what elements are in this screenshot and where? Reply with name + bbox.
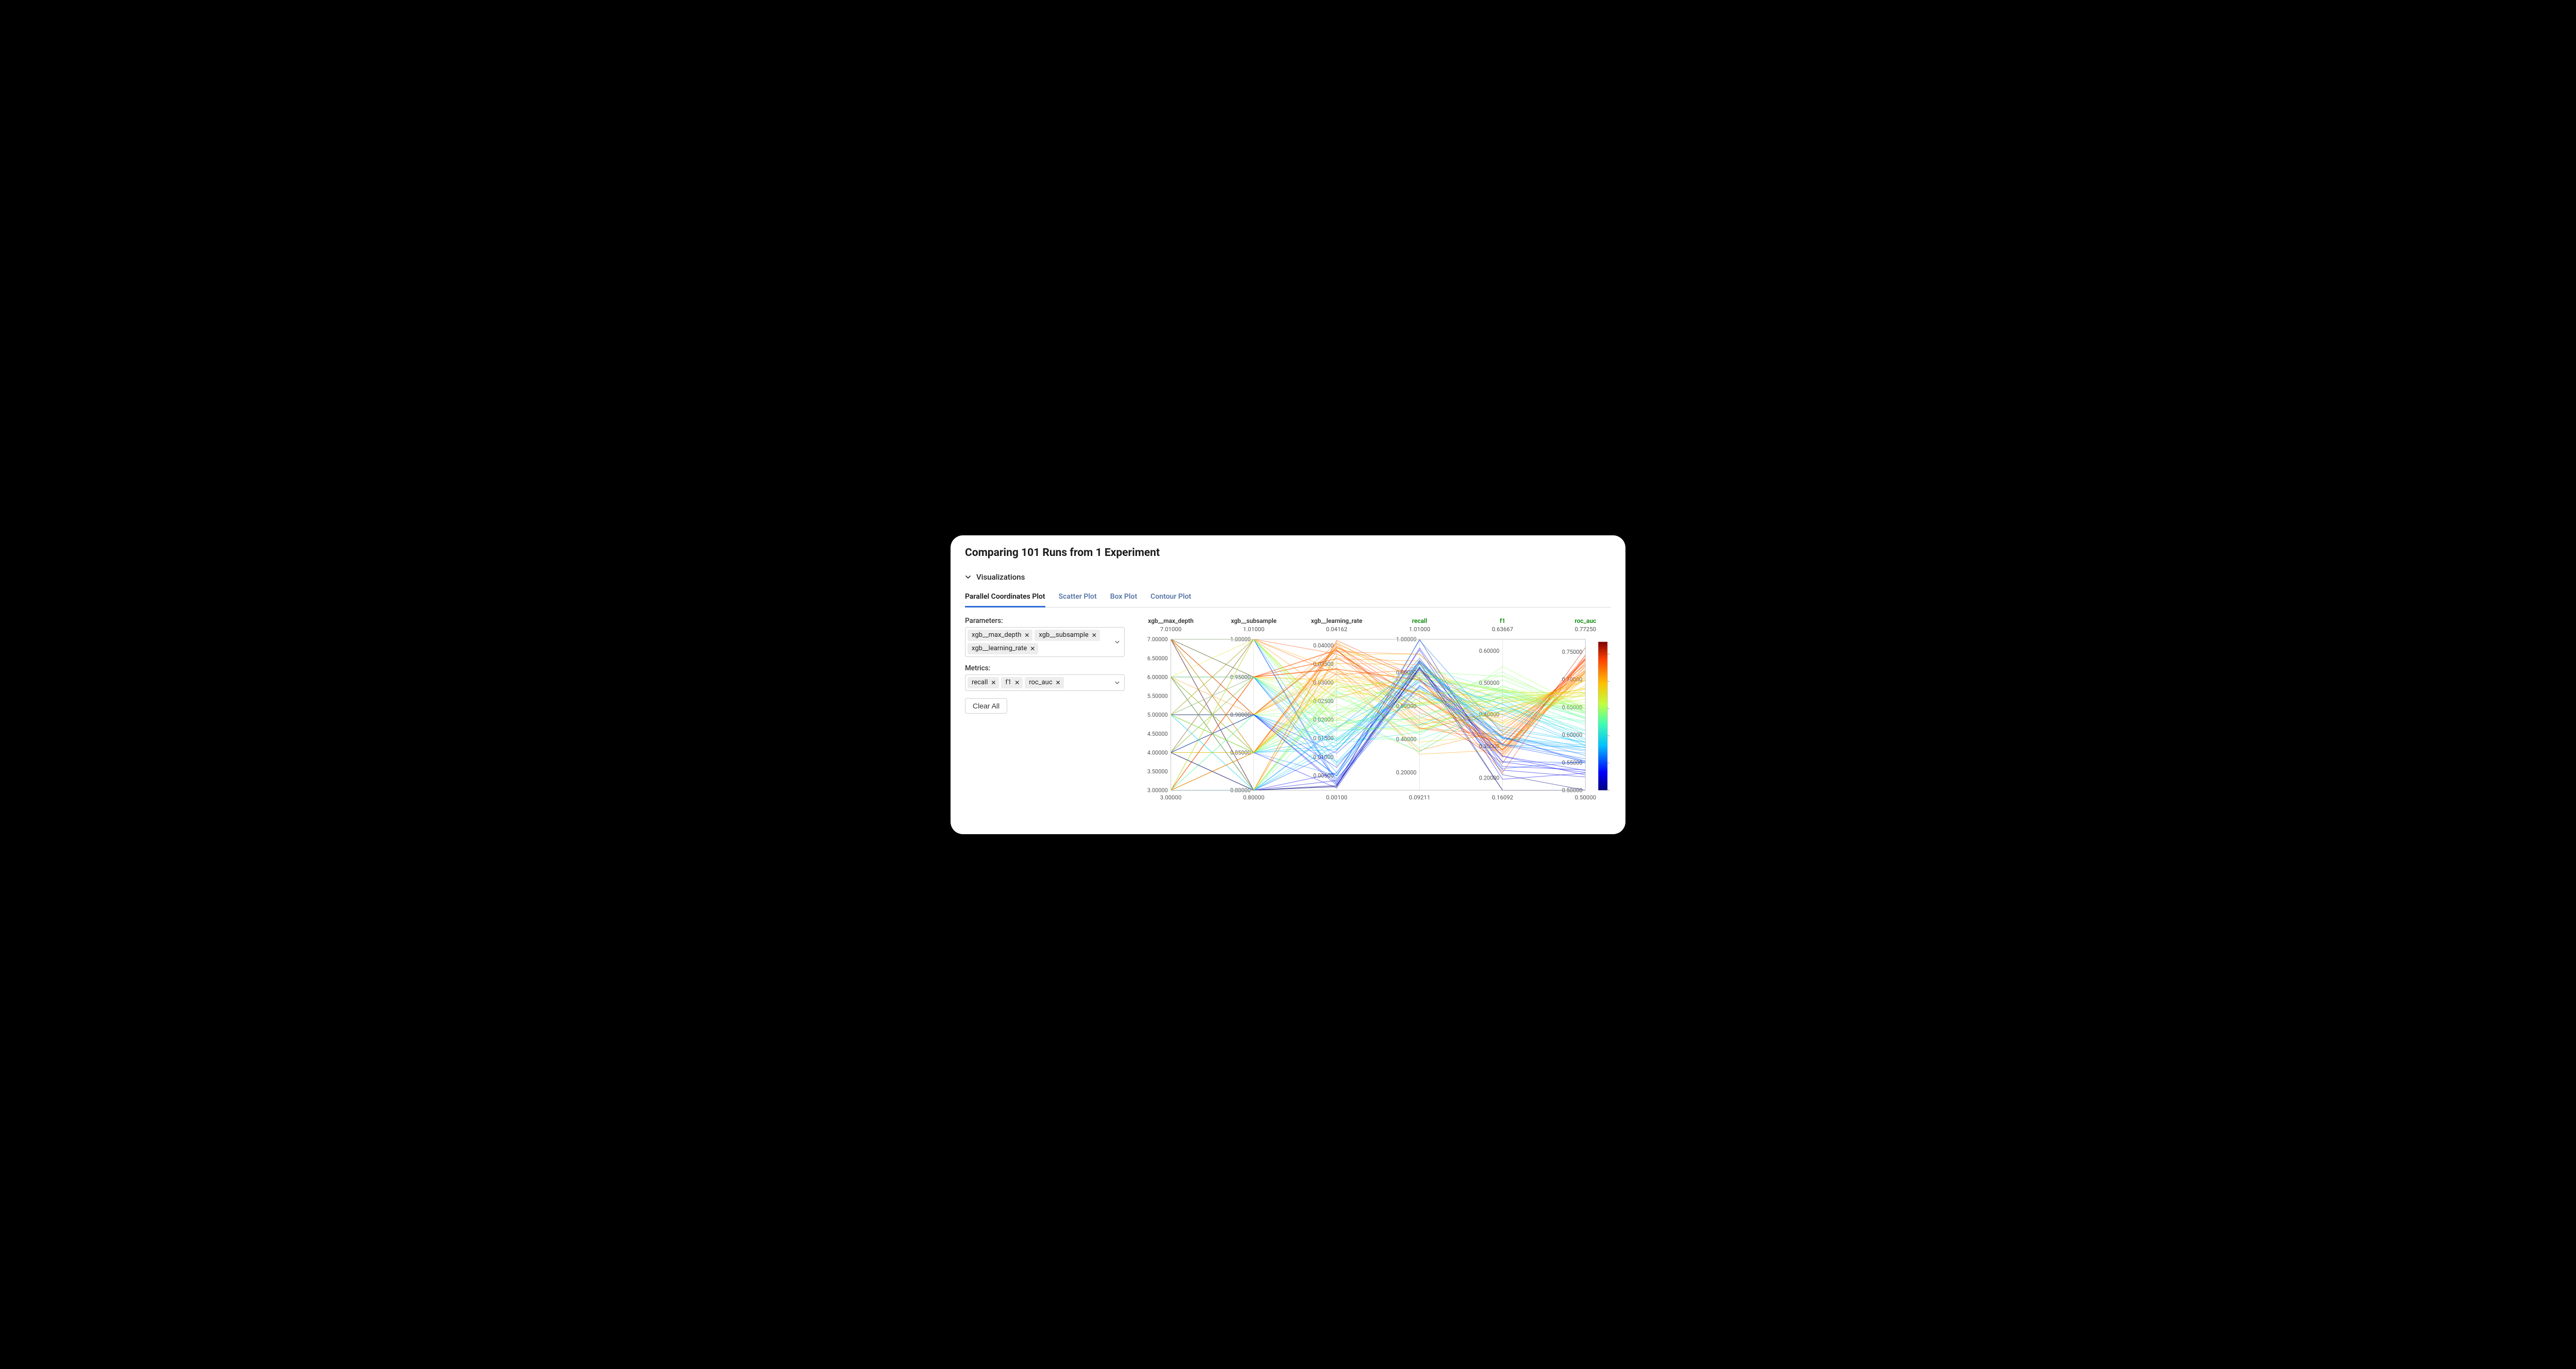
remove-tag-icon[interactable]: ✕ — [1055, 678, 1062, 687]
svg-text:1.01000: 1.01000 — [1409, 625, 1430, 632]
param-tag: xgb__max_depth✕ — [968, 630, 1032, 641]
tab-contour-plot[interactable]: Contour Plot — [1150, 589, 1191, 607]
svg-text:0.77250: 0.77250 — [1575, 625, 1596, 632]
svg-text:0.20000: 0.20000 — [1396, 769, 1417, 775]
svg-text:5.50000: 5.50000 — [1147, 692, 1168, 699]
svg-text:0.09211: 0.09211 — [1409, 793, 1430, 801]
remove-tag-icon[interactable]: ✕ — [1023, 631, 1030, 640]
svg-text:4.50000: 4.50000 — [1147, 730, 1168, 737]
remove-tag-icon[interactable]: ✕ — [1029, 644, 1036, 653]
svg-text:7.01000: 7.01000 — [1160, 625, 1181, 632]
tab-box-plot[interactable]: Box Plot — [1110, 589, 1137, 607]
svg-text:xgb__learning_rate: xgb__learning_rate — [1311, 617, 1363, 624]
svg-text:0.00100: 0.00100 — [1326, 793, 1347, 801]
svg-text:0.04162: 0.04162 — [1326, 625, 1347, 632]
param-tag: xgb__learning_rate✕ — [968, 643, 1038, 654]
svg-text:xgb__subsample: xgb__subsample — [1231, 617, 1277, 624]
plot-tabs: Parallel Coordinates Plot Scatter Plot B… — [965, 589, 1611, 607]
svg-text:f1: f1 — [1500, 617, 1505, 624]
parallel-coordinates-plot[interactable]: xgb__max_depth7.01000 3.00000 7.00000 6.500… — [1135, 614, 1611, 808]
svg-text:0.80000: 0.80000 — [1243, 793, 1264, 801]
svg-text:3.00000: 3.00000 — [1160, 793, 1181, 801]
svg-text:3.50000: 3.50000 — [1147, 768, 1168, 775]
visualizations-section-toggle[interactable]: Visualizations — [965, 572, 1611, 582]
metrics-field-label: Metrics: — [965, 664, 1125, 672]
svg-text:0.63667: 0.63667 — [1492, 625, 1513, 632]
svg-text:xgb__max_depth: xgb__max_depth — [1148, 617, 1194, 624]
param-tag: xgb__subsample✕ — [1035, 630, 1099, 641]
svg-text:recall: recall — [1412, 617, 1427, 624]
svg-text:5.00000: 5.00000 — [1147, 712, 1168, 718]
tab-scatter-plot[interactable]: Scatter Plot — [1059, 589, 1097, 607]
page-title: Comparing 101 Runs from 1 Experiment — [965, 547, 1611, 559]
visualizations-label: Visualizations — [976, 572, 1025, 582]
chevron-down-icon[interactable] — [1114, 678, 1120, 687]
chevron-down-icon — [965, 574, 971, 580]
svg-text:roc_auc: roc_auc — [1574, 617, 1596, 624]
svg-text:4.00000: 4.00000 — [1147, 749, 1168, 756]
experiment-compare-card: Comparing 101 Runs from 1 Experiment Vis… — [951, 535, 1625, 834]
metric-tag: roc_auc✕ — [1025, 677, 1063, 688]
svg-text:0.60000: 0.60000 — [1479, 648, 1500, 654]
remove-tag-icon[interactable]: ✕ — [1091, 631, 1098, 640]
tab-parallel-coordinates[interactable]: Parallel Coordinates Plot — [965, 589, 1045, 607]
metric-tag: f1✕ — [1001, 677, 1023, 688]
metrics-multiselect[interactable]: recall✕ f1✕ roc_auc✕ — [965, 674, 1125, 691]
remove-tag-icon[interactable]: ✕ — [1013, 678, 1021, 687]
svg-text:0.50000: 0.50000 — [1575, 793, 1596, 801]
parameters-field-label: Parameters: — [965, 617, 1125, 625]
svg-text:6.00000: 6.00000 — [1147, 673, 1168, 680]
svg-text:6.50000: 6.50000 — [1147, 655, 1168, 662]
chevron-down-icon[interactable] — [1114, 637, 1120, 647]
parameters-multiselect[interactable]: xgb__max_depth✕ xgb__subsample✕ xgb__lea… — [965, 627, 1125, 657]
plot-svg: xgb__max_depth7.01000 3.00000 7.00000 6.500… — [1135, 614, 1611, 806]
clear-all-button[interactable]: Clear All — [965, 698, 1007, 714]
svg-text:0.04000: 0.04000 — [1313, 642, 1334, 649]
plot-config-sidebar: Parameters: xgb__max_depth✕ xgb__subsamp… — [965, 614, 1125, 808]
metric-tag: recall✕ — [968, 677, 999, 688]
svg-text:1.01000: 1.01000 — [1243, 625, 1264, 632]
svg-text:3.00000: 3.00000 — [1147, 787, 1168, 793]
remove-tag-icon[interactable]: ✕ — [990, 678, 997, 687]
svg-text:7.00000: 7.00000 — [1147, 636, 1168, 643]
svg-text:0.16092: 0.16092 — [1492, 793, 1513, 801]
svg-text:0.75000: 0.75000 — [1562, 648, 1583, 655]
